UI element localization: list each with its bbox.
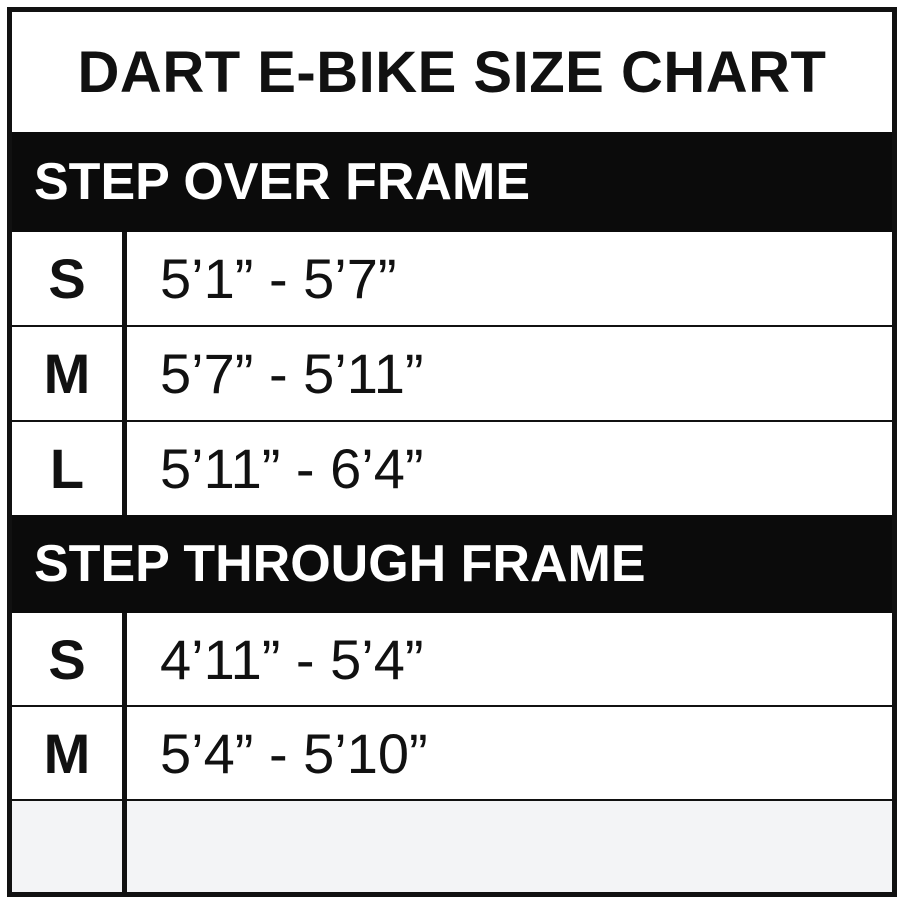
table-row: L 5’11” - 6’4”	[12, 422, 892, 515]
size-label: S	[12, 232, 127, 325]
height-range: 5’1” - 5’7”	[160, 247, 397, 310]
height-range	[127, 801, 892, 892]
size-label: M	[12, 707, 127, 799]
chart-title: DART E-BIKE SIZE CHART	[77, 39, 827, 105]
size-chart-table: DART E-BIKE SIZE CHART STEP OVER FRAME S…	[7, 7, 897, 897]
table-row: M 5’4” - 5’10”	[12, 707, 892, 801]
section-header-step-through: STEP THROUGH FRAME	[12, 515, 892, 613]
table-row: M 5’7” - 5’11”	[12, 327, 892, 422]
size-label: L	[12, 422, 127, 515]
size-label: S	[12, 613, 127, 705]
height-range: 4’11” - 5’4”	[160, 627, 424, 691]
table-row: S 4’11” - 5’4”	[12, 613, 892, 707]
size-label: M	[12, 327, 127, 420]
height-range: 5’4” - 5’10”	[160, 721, 428, 785]
section-header-step-over: STEP OVER FRAME	[12, 132, 892, 232]
height-range: 5’11” - 6’4”	[160, 437, 424, 500]
size-label	[12, 801, 127, 892]
table-row: S 5’1” - 5’7”	[12, 232, 892, 327]
table-row-empty	[12, 801, 892, 892]
height-range: 5’7” - 5’11”	[160, 342, 424, 405]
